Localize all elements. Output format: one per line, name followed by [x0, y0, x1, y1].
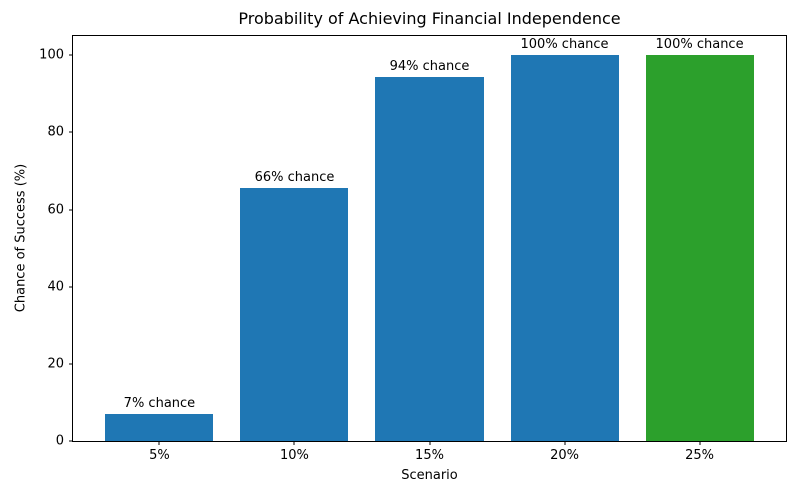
bar: [105, 414, 214, 441]
y-axis-label: Chance of Success (%): [13, 163, 29, 313]
x-tick-label: 20%: [550, 448, 579, 463]
y-tick-mark: [69, 363, 73, 365]
bar: [240, 188, 349, 441]
chart-title: Probability of Achieving Financial Indep…: [238, 9, 621, 28]
x-tick-label: 25%: [685, 448, 715, 463]
bar: [375, 76, 484, 441]
y-tick-label: 60: [47, 202, 64, 218]
plot-area: 0 20 40 60 80 100 7% chance 5% 66% chance 10% 94% …: [39, 35, 787, 463]
y-tick-label: 40: [47, 279, 64, 295]
bar-value-label: 7% chance: [123, 396, 196, 412]
x-tick-mark: [429, 441, 430, 445]
bar-value-label: 94% chance: [389, 58, 470, 74]
y-tick-mark: [69, 286, 73, 288]
bar-value-label: 100% chance: [655, 37, 744, 53]
x-tick-mark: [158, 441, 160, 445]
x-tick-mark: [293, 441, 295, 445]
y-tick-mark: [69, 209, 73, 211]
y-tick-label: 0: [55, 433, 64, 449]
x-tick-label: 5%: [149, 448, 170, 463]
y-tick-label: 80: [47, 124, 64, 140]
y-tick-mark: [69, 131, 73, 133]
x-tick-label: 15%: [415, 448, 444, 463]
bar-value-label: 66% chance: [254, 170, 335, 186]
x-tick-mark: [564, 441, 566, 445]
x-tick-label: 10%: [280, 448, 309, 463]
y-tick-label: 100: [39, 47, 64, 63]
y-tick-mark: [69, 440, 73, 442]
bar-value-label: 100% chance: [520, 37, 609, 53]
bar: [645, 55, 754, 441]
y-tick-label: 20: [47, 356, 64, 372]
y-tick-mark: [69, 54, 73, 56]
x-tick-mark: [699, 441, 701, 445]
x-axis-label: Scenario: [401, 468, 458, 483]
bar: [510, 55, 619, 441]
